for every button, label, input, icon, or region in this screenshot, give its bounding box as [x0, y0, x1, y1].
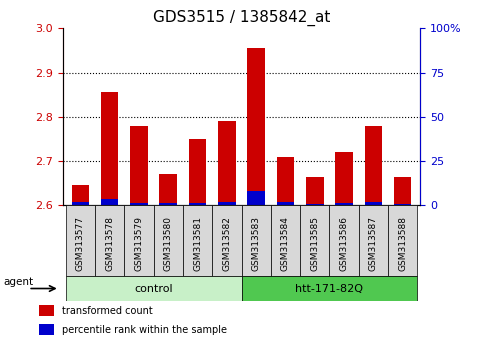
Bar [189, 203, 206, 205]
FancyBboxPatch shape [300, 205, 329, 276]
FancyBboxPatch shape [66, 205, 95, 276]
Bar [277, 156, 294, 205]
Text: percentile rank within the sample: percentile rank within the sample [61, 325, 227, 335]
Bar [159, 175, 177, 205]
Bar [247, 191, 265, 205]
Text: GSM313579: GSM313579 [134, 216, 143, 271]
FancyBboxPatch shape [212, 205, 242, 276]
Text: GSM313578: GSM313578 [105, 216, 114, 271]
Bar [101, 92, 118, 205]
Text: GSM313587: GSM313587 [369, 216, 378, 271]
Bar [130, 203, 148, 205]
Text: GSM313583: GSM313583 [252, 216, 261, 271]
Bar [189, 139, 206, 205]
Bar [71, 202, 89, 205]
Bar [365, 126, 382, 205]
FancyBboxPatch shape [242, 276, 417, 301]
Bar [306, 177, 324, 205]
Text: transformed count: transformed count [61, 306, 152, 316]
Bar [365, 202, 382, 205]
Bar [394, 204, 412, 205]
Text: agent: agent [3, 277, 33, 287]
Bar [335, 152, 353, 205]
FancyBboxPatch shape [271, 205, 300, 276]
Text: GSM313581: GSM313581 [193, 216, 202, 271]
Text: GSM313580: GSM313580 [164, 216, 173, 271]
Text: control: control [134, 284, 173, 293]
Title: GDS3515 / 1385842_at: GDS3515 / 1385842_at [153, 9, 330, 25]
FancyBboxPatch shape [154, 205, 183, 276]
Text: GSM313586: GSM313586 [340, 216, 349, 271]
Text: GSM313585: GSM313585 [310, 216, 319, 271]
Text: htt-171-82Q: htt-171-82Q [296, 284, 363, 293]
FancyBboxPatch shape [242, 205, 271, 276]
Bar [71, 185, 89, 205]
Bar [247, 48, 265, 205]
FancyBboxPatch shape [66, 276, 242, 301]
FancyBboxPatch shape [359, 205, 388, 276]
Bar [159, 203, 177, 205]
Text: GSM313584: GSM313584 [281, 216, 290, 271]
Text: GSM313588: GSM313588 [398, 216, 407, 271]
Bar [306, 204, 324, 205]
Bar [218, 121, 236, 205]
Bar [218, 202, 236, 205]
Bar [130, 126, 148, 205]
Text: GSM313577: GSM313577 [76, 216, 85, 271]
Bar [394, 177, 412, 205]
Bar [277, 202, 294, 205]
Bar [39, 324, 54, 335]
FancyBboxPatch shape [95, 205, 124, 276]
Bar [39, 305, 54, 316]
Bar [101, 199, 118, 205]
FancyBboxPatch shape [329, 205, 359, 276]
FancyBboxPatch shape [183, 205, 212, 276]
FancyBboxPatch shape [124, 205, 154, 276]
Bar [335, 202, 353, 205]
Text: GSM313582: GSM313582 [222, 216, 231, 271]
FancyBboxPatch shape [388, 205, 417, 276]
